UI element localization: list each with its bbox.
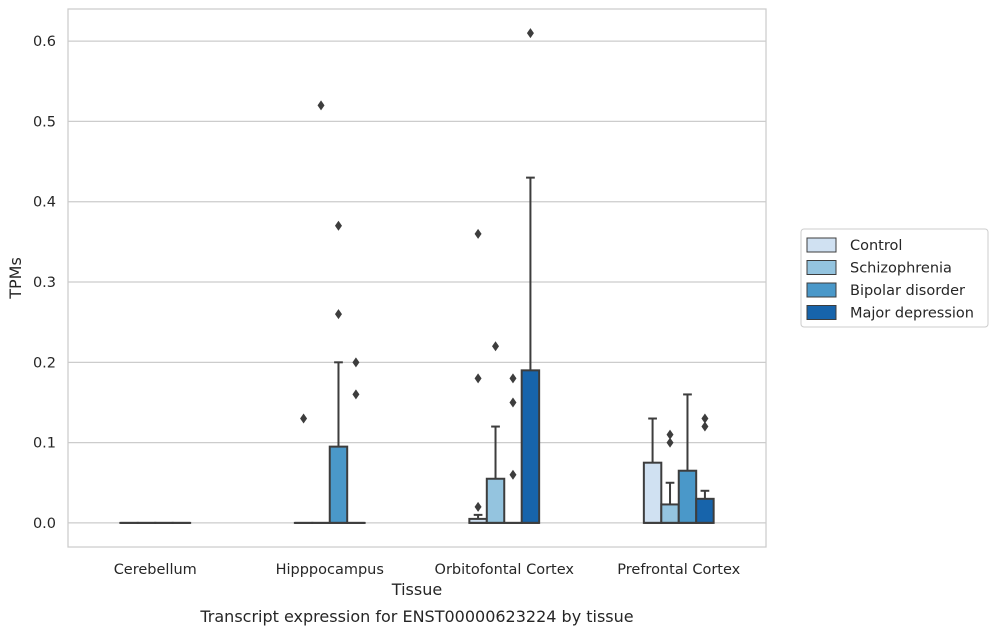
outlier-point	[474, 501, 482, 512]
legend: Control Schizophrenia Bipolar disorder Majo…	[800, 228, 989, 328]
x-tick-label: Prefrontal Cortex	[617, 562, 740, 578]
x-axis-title: Tissue	[391, 580, 442, 599]
y-tick-label: 0.1	[33, 436, 56, 452]
box-bipolar-disorder	[677, 393, 698, 524]
box-control	[293, 413, 314, 524]
box-schizophrenia	[311, 100, 331, 524]
legend-swatch	[806, 260, 837, 275]
box-control	[468, 228, 488, 524]
outlier-point	[666, 429, 674, 440]
legend-swatch	[806, 282, 837, 298]
y-tick-label: 0.6	[33, 34, 56, 50]
outlier-point	[509, 469, 517, 480]
outlier-point	[474, 373, 482, 384]
y-tick-label: 0.4	[33, 195, 56, 211]
y-axis-title: TPMs	[6, 257, 25, 300]
box-body	[695, 497, 715, 524]
box-major-depression	[520, 28, 541, 524]
box-body	[677, 469, 698, 524]
plot-marks	[119, 28, 715, 524]
box-body	[485, 477, 506, 524]
legend-label: Schizophrenia	[850, 261, 952, 277]
outlier-point	[334, 309, 342, 320]
legend-label: Major depression	[850, 306, 974, 322]
box-body	[642, 461, 663, 524]
y-tick-label: 0.3	[33, 275, 56, 291]
x-tick-label: Cerebellum	[114, 562, 197, 578]
chart-caption: Transcript expression for ENST0000062322…	[199, 607, 633, 626]
box-bipolar-disorder	[503, 373, 523, 524]
y-tick-label: 0.2	[33, 355, 56, 371]
legend-label: Bipolar disorder	[850, 283, 965, 299]
legend-swatch	[806, 305, 837, 320]
outlier-point	[509, 373, 517, 384]
legend-label: Control	[850, 238, 902, 254]
x-tick-label: Hipppocampus	[276, 562, 384, 578]
box-body	[660, 503, 680, 524]
x-tick-labels: Cerebellum Hipppocampus Orbitofontal Corte…	[114, 562, 741, 578]
y-tick-label: 0.0	[33, 516, 56, 532]
box-major-depression	[346, 357, 366, 524]
outlier-point	[492, 341, 500, 352]
plot-frame	[67, 8, 767, 548]
outlier-point	[509, 397, 517, 408]
box-schizophrenia	[660, 429, 680, 524]
y-tick-labels: 0.0 0.1 0.2 0.3 0.4 0.5 0.6	[33, 34, 56, 532]
box-bipolar-disorder	[328, 220, 349, 524]
outlier-point	[526, 28, 534, 39]
outlier-point	[334, 220, 342, 231]
y-tick-label: 0.5	[33, 114, 56, 130]
outlier-point	[701, 421, 709, 432]
outlier-point	[300, 413, 308, 424]
outlier-point	[474, 228, 482, 239]
box-major-depression	[695, 413, 715, 524]
box-schizophrenia	[485, 341, 506, 524]
x-tick-label: Orbitofontal Cortex	[435, 562, 575, 578]
gridlines	[68, 40, 766, 524]
outlier-point	[666, 437, 674, 448]
legend-swatch	[806, 237, 837, 253]
box-body	[520, 369, 541, 524]
legend-frame	[800, 228, 989, 328]
box-body	[328, 445, 349, 524]
box-control	[642, 417, 663, 524]
outlier-point	[352, 389, 360, 400]
outlier-point	[317, 100, 325, 111]
outlier-point	[701, 413, 709, 424]
outlier-point	[352, 357, 360, 368]
